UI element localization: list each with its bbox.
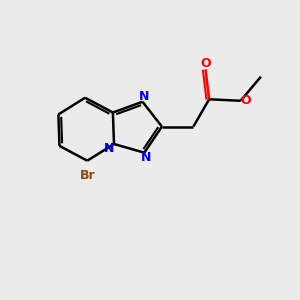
Text: O: O xyxy=(241,94,251,107)
Text: N: N xyxy=(139,90,149,103)
Text: Br: Br xyxy=(80,169,96,182)
Text: N: N xyxy=(141,151,151,164)
Text: O: O xyxy=(200,57,211,70)
Text: N: N xyxy=(103,142,114,154)
